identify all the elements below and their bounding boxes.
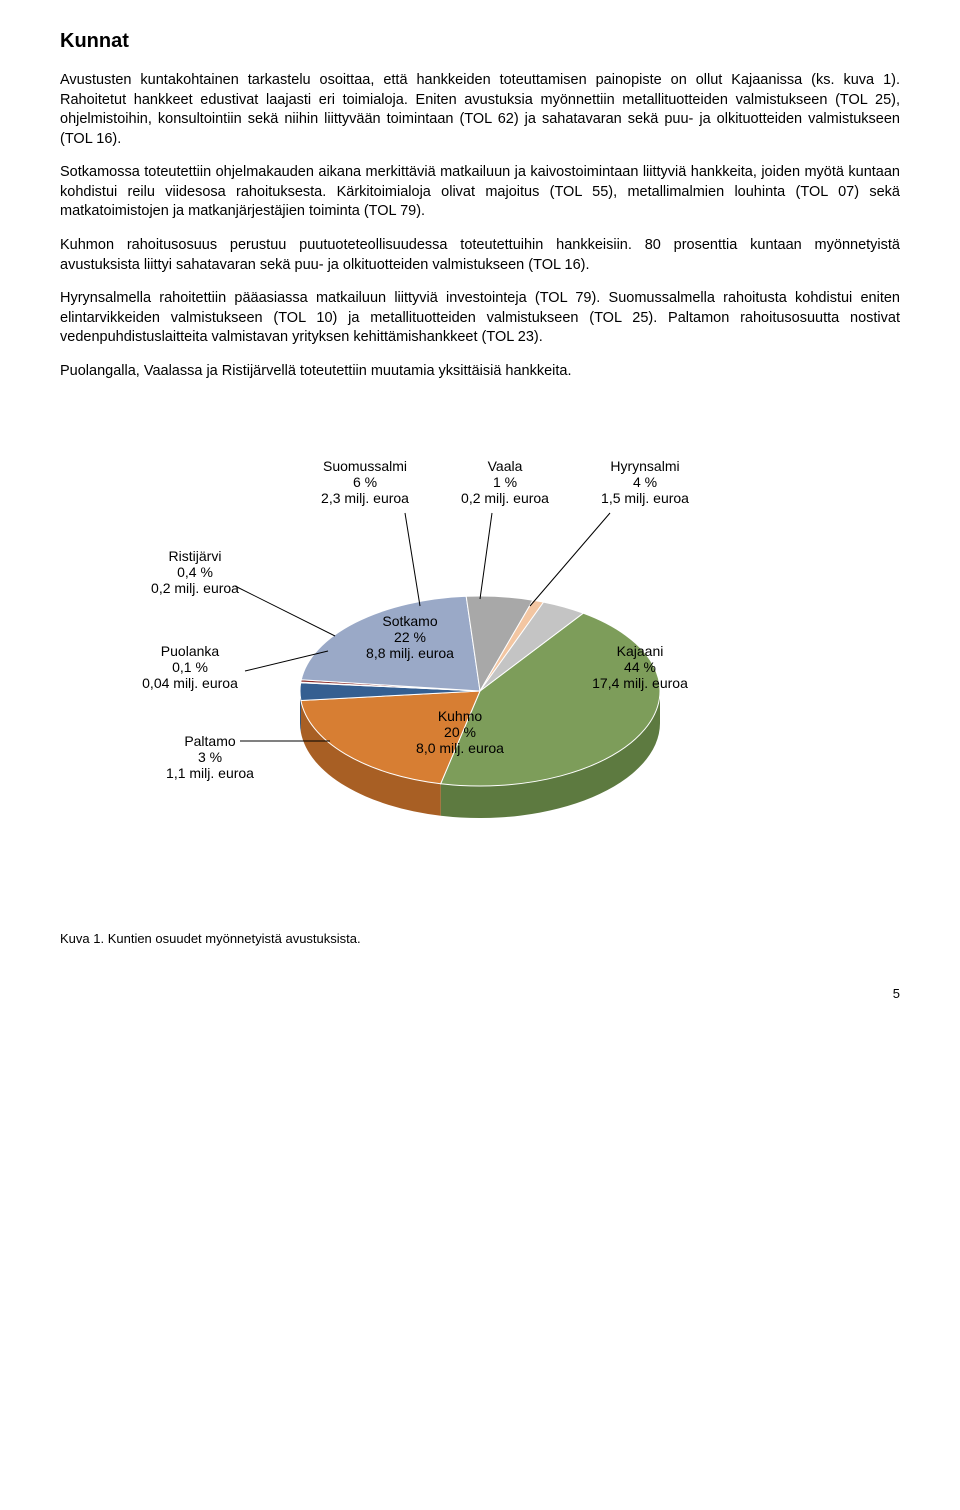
body-paragraph: Sotkamossa toteutettiin ohjelmakauden ai…: [60, 163, 900, 222]
body-paragraph: Puolangalla, Vaalassa ja Ristijärvellä t…: [60, 362, 900, 382]
pie-slice-sotkamo: [301, 597, 480, 692]
pie-chart-container: Suomussalmi6 %2,3 milj. euroa Vaala1 %0,2…: [60, 441, 900, 881]
leader-line: [530, 513, 610, 606]
body-paragraph: Avustusten kuntakohtainen tarkastelu oso…: [60, 71, 900, 149]
pie-label-suomussalmi: Suomussalmi6 %2,3 milj. euroa: [321, 458, 409, 506]
leader-line: [480, 513, 492, 599]
figure-caption: Kuva 1. Kuntien osuudet myönnetyistä avu…: [60, 931, 900, 946]
page-number: 5: [60, 986, 900, 1001]
pie-label-paltamo: Paltamo3 %1,1 milj. euroa: [166, 733, 254, 781]
pie-chart: Suomussalmi6 %2,3 milj. euroa Vaala1 %0,2…: [110, 441, 850, 881]
leader-line: [405, 513, 420, 606]
leader-line: [235, 586, 335, 636]
pie-label-puolanka: Puolanka0,1 %0,04 milj. euroa: [142, 643, 238, 691]
body-paragraph: Hyrynsalmella rahoitettiin pääasiassa ma…: [60, 289, 900, 348]
page-heading: Kunnat: [60, 30, 900, 53]
pie-label-ristijarvi: Ristijärvi0,4 %0,2 milj. euroa: [151, 548, 239, 596]
pie-label-hyrynsalmi: Hyrynsalmi4 %1,5 milj. euroa: [601, 458, 689, 506]
pie-label-vaala: Vaala1 %0,2 milj. euroa: [461, 458, 549, 506]
body-paragraph: Kuhmon rahoitusosuus perustuu puutuotete…: [60, 236, 900, 275]
